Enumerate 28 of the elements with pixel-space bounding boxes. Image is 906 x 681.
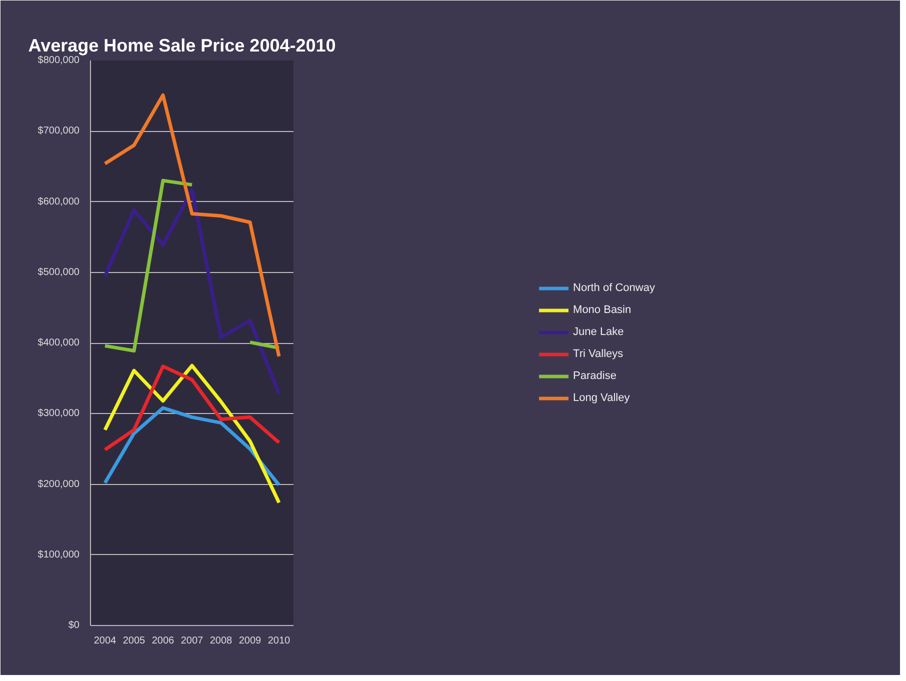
y-tick-label: $100,000: [38, 549, 80, 560]
legend-label: June Lake: [573, 326, 624, 338]
y-tick-label: $0: [68, 620, 80, 631]
x-tick-label: 2006: [152, 636, 175, 646]
y-tick-label: $200,000: [38, 478, 80, 490]
legend-label: Long Valley: [573, 392, 630, 404]
y-tick-label: $700,000: [38, 126, 80, 137]
x-tick-label: 2005: [122, 636, 146, 646]
line-series: [103, 406, 281, 487]
x-tick-label: 2004: [94, 636, 117, 646]
legend-label: North of Conway: [573, 282, 655, 294]
x-tick-label: 2007: [180, 636, 204, 646]
line-series: [103, 188, 281, 396]
legend-label: Tri Valleys: [573, 348, 624, 360]
line-series: [103, 364, 281, 504]
legend-label: Paradise: [573, 370, 616, 382]
line-series: [103, 93, 281, 358]
x-tick-label: 2008: [210, 636, 233, 646]
line-series: [103, 364, 281, 452]
y-tick-label: $800,000: [38, 55, 80, 66]
y-tick-label: $500,000: [38, 266, 80, 278]
chart-title: Average Home Sale Price 2004-2010: [28, 36, 336, 56]
x-tick-label: 2010: [268, 636, 291, 646]
y-tick-label: $600,000: [38, 196, 80, 208]
legend-label: Mono Basin: [573, 304, 632, 316]
y-tick-label: $300,000: [38, 408, 80, 420]
y-tick-label: $400,000: [38, 338, 80, 348]
x-tick-label: 2009: [238, 636, 262, 646]
